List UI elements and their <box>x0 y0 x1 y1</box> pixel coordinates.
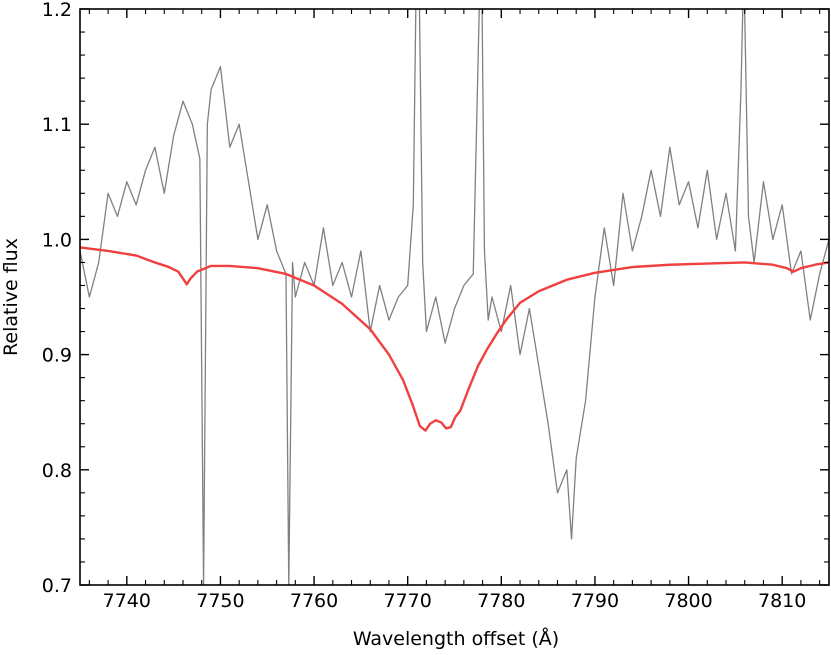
y-tick-label: 0.9 <box>42 345 72 367</box>
x-tick-label: 7790 <box>571 590 619 612</box>
y-axis-label: Relative flux <box>0 238 22 356</box>
y-tick-label: 0.7 <box>42 575 72 597</box>
model-spectrum-line <box>80 246 829 432</box>
x-tick-label: 7750 <box>196 590 244 612</box>
y-tick-label: 1.2 <box>42 0 72 21</box>
x-axis-label: Wavelength offset (Å) <box>353 627 559 650</box>
plot-frame <box>79 8 830 586</box>
y-tick-label: 0.8 <box>42 460 72 482</box>
series-layer <box>80 9 829 585</box>
x-tick-label: 7800 <box>664 590 712 612</box>
x-tick-label: 7740 <box>103 590 151 612</box>
observed-spectrum-line <box>80 9 829 585</box>
x-tick-label: 7810 <box>758 590 806 612</box>
y-tick-label: 1.0 <box>42 229 72 251</box>
x-tick-label: 7780 <box>477 590 525 612</box>
x-tick-label: 7770 <box>384 590 432 612</box>
y-tick-label: 1.1 <box>42 114 72 136</box>
ticks-layer: 7740 7750 7760 7770 7780 7790 7800 7810 0.7 0.8 0.… <box>42 0 829 612</box>
x-tick-label: 7760 <box>290 590 338 612</box>
